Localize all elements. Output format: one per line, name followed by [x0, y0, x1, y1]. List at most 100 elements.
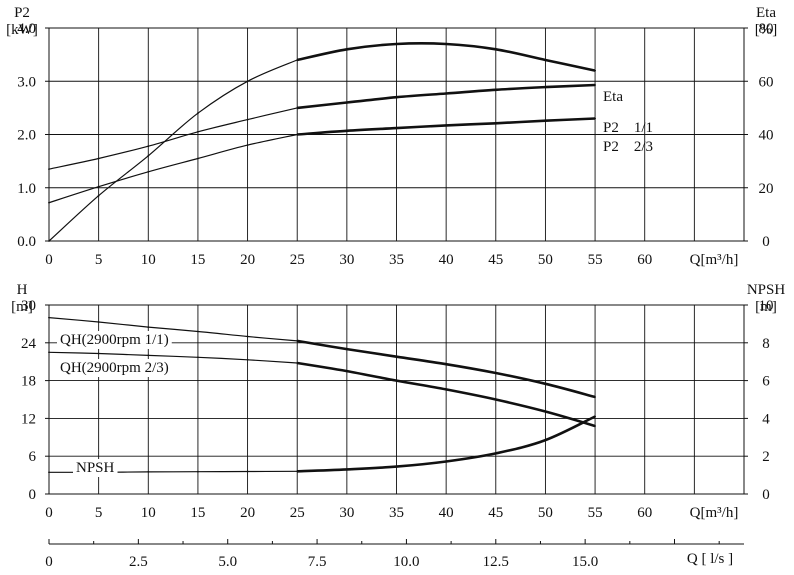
- series-point-qh-2900rpm-2-3: [48, 351, 50, 354]
- series-point-qh-2900rpm-1-1: [97, 321, 100, 323]
- power-efficiency-panel: 0 5 10 15 20 25 30 35 40 45 50 55 60 Q[m³/h] 0.0 1.0 2.0…: [6, 5, 777, 268]
- x-axis-label: Q[m³/h]: [690, 505, 739, 521]
- left-tick-label: 0.0: [17, 234, 36, 250]
- x-tick-label: 40: [439, 252, 454, 268]
- series-point-eta: [594, 69, 596, 72]
- secondary-tick-label: 10.0: [393, 554, 419, 570]
- left-axis-unit: [kW]: [6, 22, 38, 38]
- right-tick-label: 60: [759, 74, 774, 90]
- secondary-tick-label: 0: [45, 554, 53, 570]
- series-point-p2-1-1: [48, 168, 50, 171]
- series-line-qh-2900rpm-2-3: [48, 351, 298, 364]
- flow-ls-axis: 0 2.5 5.0 7.5 10.0 12.5 15.0 Q [ l/s ]: [45, 539, 744, 570]
- p2-full-series-label: P2 1/1: [603, 120, 653, 136]
- eta-series-label: Eta: [603, 89, 623, 105]
- x-tick-label: 45: [488, 505, 503, 521]
- series-point-p2-2-3: [544, 119, 547, 122]
- series-point-qh-2900rpm-2-3: [147, 354, 150, 357]
- x-tick-label: 60: [637, 505, 652, 521]
- right-tick-label: 20: [759, 181, 774, 197]
- series-point-npsh: [296, 470, 299, 473]
- series-point-npsh: [197, 470, 199, 473]
- series-point-qh-2900rpm-2-3: [445, 388, 447, 391]
- right-axis-title: Eta: [756, 5, 776, 21]
- series-point-p2-2-3: [346, 129, 348, 132]
- series-point-qh-2900rpm-2-3: [97, 352, 100, 355]
- x-tick-label: 50: [538, 505, 553, 521]
- x-tick-label: 15: [190, 505, 205, 521]
- series-point-qh-2900rpm-2-3: [346, 370, 348, 372]
- p2-two-thirds-series-label: P2 2/3: [603, 139, 653, 155]
- series-point-eta: [544, 59, 547, 61]
- series-point-p2-1-1: [445, 92, 447, 95]
- series-point-npsh: [48, 471, 50, 474]
- left-tick-label: 12: [21, 411, 36, 427]
- x-tick-label: 15: [190, 252, 205, 268]
- series-point-p2-1-1: [197, 130, 199, 133]
- series-point-qh-2900rpm-2-3: [197, 356, 199, 359]
- x-tick-label: 25: [290, 505, 305, 521]
- left-axis-title: H: [17, 282, 28, 298]
- series-point-eta: [494, 48, 497, 51]
- series-point-p2-1-1: [296, 107, 299, 109]
- left-tick-label: 30: [21, 298, 36, 314]
- series-point-qh-2900rpm-2-3: [395, 379, 398, 382]
- qh-full-series-label-background: [57, 331, 172, 349]
- series-point-p2-2-3: [395, 127, 398, 129]
- series-point-qh-2900rpm-2-3: [544, 410, 547, 413]
- series-point-p2-1-1: [544, 86, 547, 88]
- series-point-p2-2-3: [197, 157, 199, 160]
- series-point-p2-1-1: [147, 145, 150, 148]
- right-tick-label: 80: [759, 21, 774, 37]
- series-point-p2-1-1: [97, 157, 100, 160]
- x-tick-label: 35: [389, 252, 404, 268]
- right-tick-label: 0: [762, 234, 770, 250]
- x-tick-label: 40: [439, 505, 454, 521]
- right-tick-label: 10: [759, 298, 774, 314]
- series-point-qh-2900rpm-1-1: [48, 316, 50, 319]
- right-axis-title: NPSH: [747, 282, 786, 298]
- right-tick-label: 2: [762, 449, 770, 465]
- left-tick-label: 4.0: [17, 21, 36, 37]
- series-point-npsh: [594, 415, 596, 418]
- x-tick-label: 20: [240, 252, 255, 268]
- series-line-p2-2-3: [48, 133, 298, 204]
- left-axis-unit: [m]: [11, 299, 33, 315]
- right-axis-unit: [%]: [755, 22, 778, 38]
- series-point-qh-2900rpm-2-3: [494, 398, 497, 401]
- series-point-eta: [346, 48, 348, 51]
- x-axis-label: Q[m³/h]: [690, 252, 739, 268]
- series-point-qh-2900rpm-1-1: [197, 330, 199, 333]
- x-tick-label: 5: [95, 252, 103, 268]
- series-line-p2-1-1: [48, 107, 298, 170]
- series-point-p2-2-3: [246, 144, 249, 147]
- series-point-qh-2900rpm-1-1: [346, 348, 348, 350]
- series-point-eta: [147, 154, 150, 157]
- x-tick-label: 60: [637, 252, 652, 268]
- series-point-p2-2-3: [147, 170, 150, 173]
- series-point-npsh: [395, 465, 398, 468]
- series-point-p2-2-3: [594, 117, 596, 120]
- series-point-p2-1-1: [395, 96, 398, 99]
- series-point-qh-2900rpm-1-1: [395, 355, 398, 358]
- series-point-qh-2900rpm-2-3: [246, 358, 249, 361]
- head-npsh-panel: 0 5 10 15 20 25 30 35 40 45 50 55 60 Q[m³/h]061218243…: [11, 282, 785, 521]
- secondary-tick-label: 7.5: [308, 554, 327, 570]
- x-tick-label: 45: [488, 252, 503, 268]
- series-point-eta: [48, 240, 50, 242]
- left-tick-label: 3.0: [17, 74, 36, 90]
- qh-two-thirds-series-label-background: [57, 359, 172, 377]
- series-point-qh-2900rpm-1-1: [147, 326, 150, 328]
- series-point-npsh: [494, 452, 497, 455]
- right-tick-label: 40: [759, 128, 774, 144]
- qh-two-thirds-series-label: QH(2900rpm 2/3): [60, 360, 169, 376]
- series-point-p2-2-3: [494, 122, 497, 125]
- series-point-npsh: [346, 468, 348, 471]
- series-point-p2-2-3: [48, 201, 50, 204]
- series-point-p2-1-1: [346, 101, 348, 104]
- x-tick-label: 50: [538, 252, 553, 268]
- series-point-npsh: [246, 470, 249, 473]
- secondary-tick-label: 2.5: [129, 554, 148, 570]
- left-axis-title: P2: [14, 5, 30, 21]
